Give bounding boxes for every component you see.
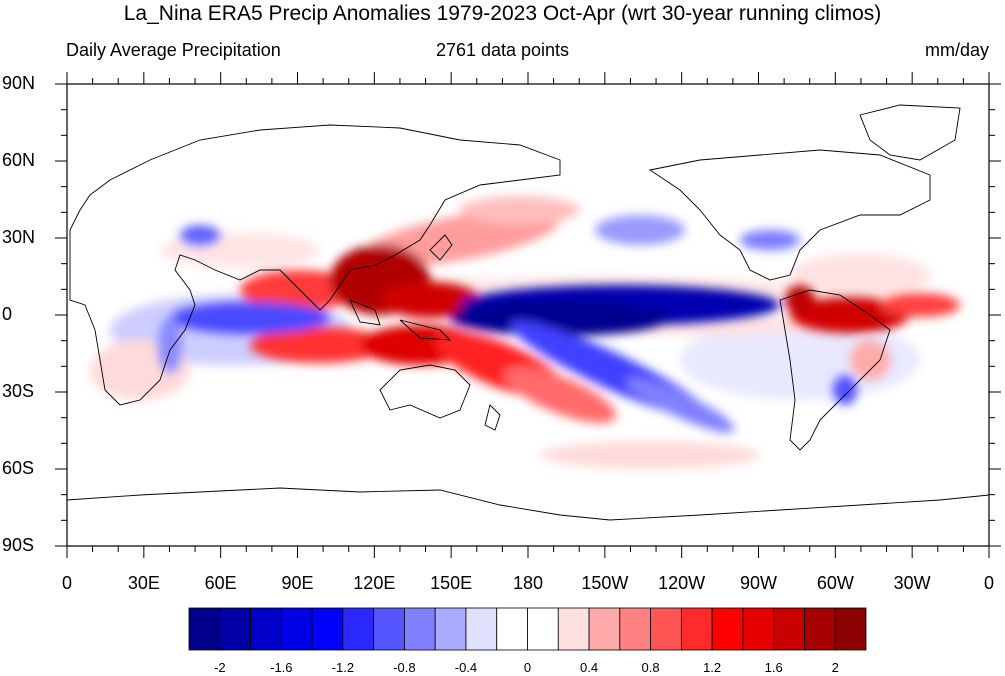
colorbar-swatch [804,607,836,651]
lat-label: 60S [2,458,35,478]
data-points-label: 2761 data points [435,40,570,60]
colorbar-swatch [557,607,590,651]
colorbar-swatch [742,607,775,651]
colorbar-swatch [588,607,621,651]
anomaly-field [67,84,989,546]
colorbar [188,607,867,651]
colorbar-tick-label: 0.8 [641,660,660,675]
colorbar-swatch [342,607,375,651]
colorbar-swatch [188,607,221,651]
lat-label: 0 [2,304,13,324]
colorbar-tick-label: -1.2 [331,660,355,675]
lon-label: 150W [581,573,629,593]
units-label: mm/day [924,40,989,60]
colorbar-tick-label: -2 [213,660,226,675]
lon-label: 120E [353,573,396,593]
colorbar-swatch [373,607,405,651]
colorbar-tick-label: 0 [523,660,532,675]
lon-label: 150E [430,573,473,593]
lon-label: 90E [281,573,314,593]
map-title: La_Nina ERA5 Precip Anomalies 1979-2023 … [123,2,882,25]
lon-label: 90W [739,573,777,593]
colorbar-swatch [773,607,805,651]
colorbar-tick-label: 0.4 [579,660,599,675]
colorbar-tick-label: -1.6 [270,660,293,675]
colorbar-tick-label: -0.4 [454,660,478,675]
colorbar-swatch [465,607,498,651]
coastlines [67,104,989,521]
colorbar-swatch [250,607,282,651]
lat-label: 90S [2,535,35,555]
lon-label: 60W [816,573,854,593]
colorbar-swatch [496,607,528,651]
colorbar-swatch [404,607,436,651]
colorbar-tick-label: 1.2 [703,660,722,675]
colorbar-swatch [680,607,713,651]
lat-label: 60N [2,150,36,170]
colorbar-swatch [619,607,651,651]
lon-label: 180 [512,573,544,593]
colorbar-swatch [711,607,744,651]
lon-label: 120W [658,573,706,593]
colorbar-tick-label: 2 [831,660,839,675]
colorbar-swatch [527,607,559,651]
variable-label: Daily Average Precipitation [66,40,281,60]
colorbar-swatch [311,607,344,651]
lat-label: 90N [2,73,36,93]
colorbar-swatch [219,607,251,651]
lon-label: 30E [127,573,160,593]
lon-label: 60E [204,573,237,593]
lon-label: 0 [61,573,72,593]
lon-label: 30W [893,573,931,593]
lat-label: 30S [2,381,35,401]
colorbar-swatch [434,607,467,651]
colorbar-swatch [650,607,682,651]
lat-label: 30N [2,227,36,247]
axis-ticks [55,72,1001,558]
colorbar-tick-label: -0.8 [393,660,416,675]
colorbar-tick-label: 1.6 [764,660,783,675]
colorbar-swatch [280,607,313,651]
colorbar-swatch [834,607,867,651]
lon-label: 0 [983,573,994,593]
